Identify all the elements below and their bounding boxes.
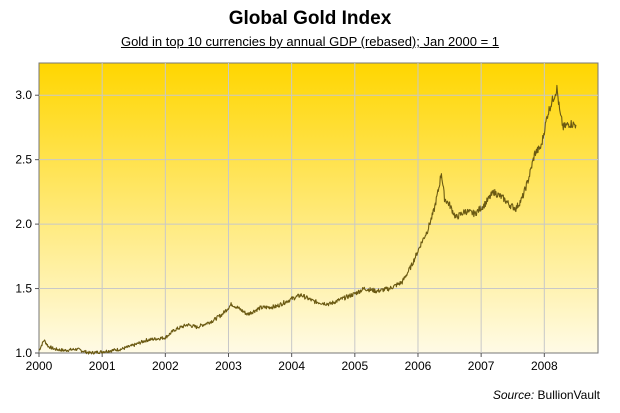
source-value: BullionVault (537, 388, 600, 402)
y-tick-label: 2.0 (15, 217, 32, 231)
source-note: Source: BullionVault (493, 388, 600, 402)
x-tick-label: 2002 (152, 359, 179, 373)
x-tick-label: 2004 (278, 359, 305, 373)
y-tick-label: 1.5 (15, 282, 32, 296)
x-tick-label: 2008 (531, 359, 558, 373)
y-tick-label: 2.5 (15, 153, 32, 167)
chart-title: Global Gold Index (228, 8, 392, 29)
y-tick-label: 3.0 (15, 88, 32, 102)
x-tick-label: 2006 (405, 359, 432, 373)
x-tick-label: 2001 (89, 359, 116, 373)
x-tick-label: 2007 (468, 359, 495, 373)
source-label: Source: (492, 388, 535, 402)
x-tick-label: 2000 (26, 359, 53, 373)
plot-area (38, 62, 599, 354)
x-tick-label: 2003 (215, 359, 242, 373)
x-tick-label: 2005 (341, 359, 368, 373)
y-tick-label: 1.0 (15, 346, 32, 360)
chart-subtitle: Gold in top 10 currencies by annual GDP … (120, 34, 500, 49)
series-line-0 (38, 84, 577, 355)
